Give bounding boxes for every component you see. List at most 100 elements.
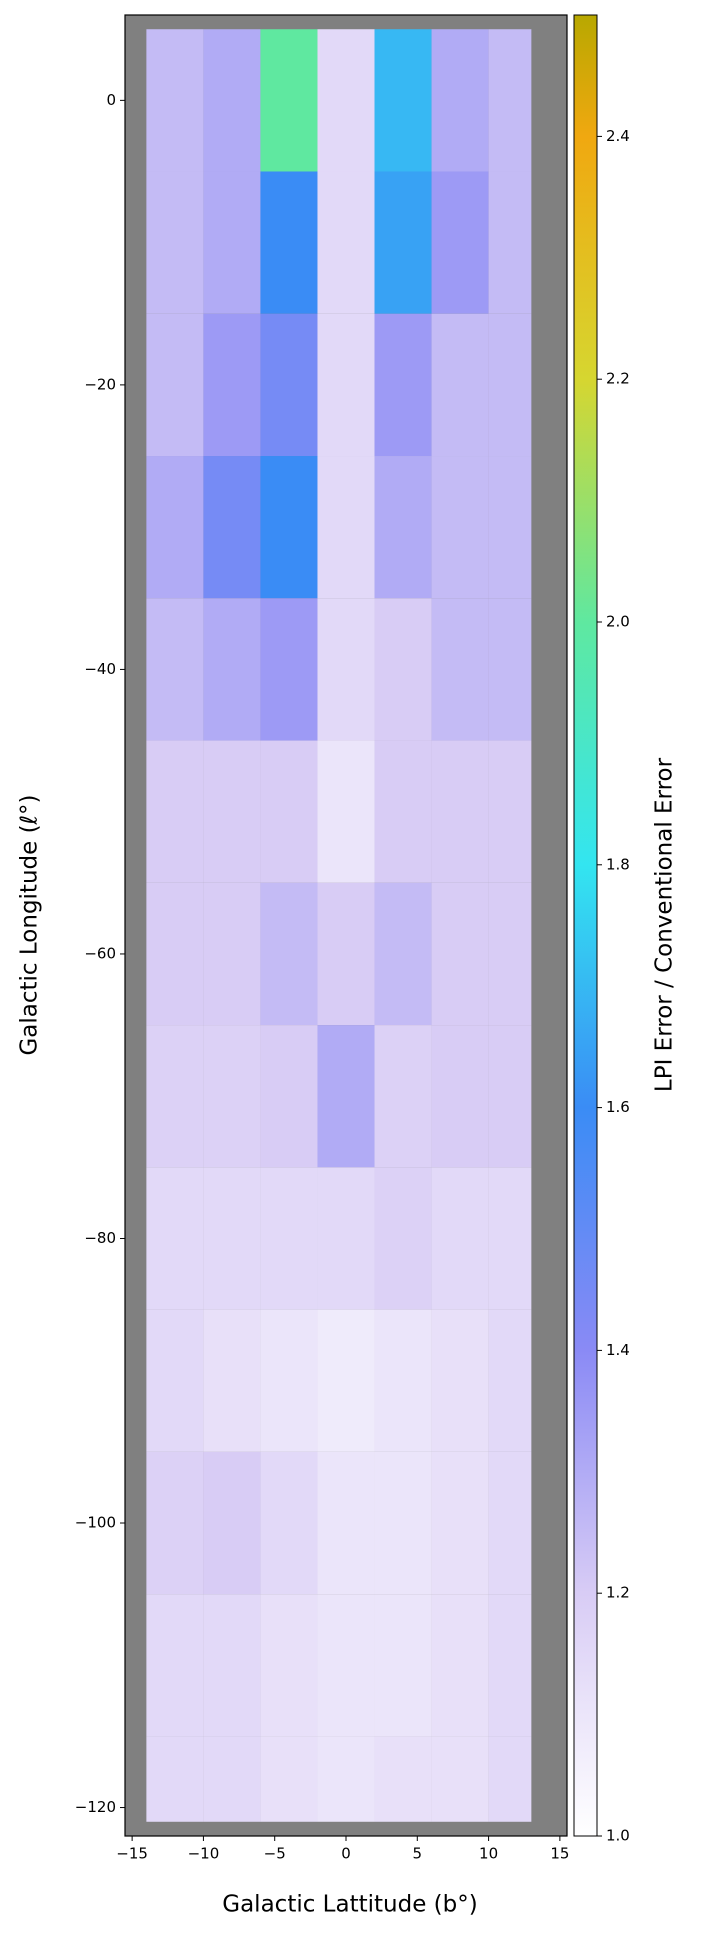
- heat-cell: [374, 1025, 432, 1168]
- heat-cell: [317, 1167, 375, 1310]
- heat-cell: [317, 740, 375, 883]
- heat-cell: [431, 29, 489, 172]
- heat-cell: [431, 1451, 489, 1595]
- heat-cell: [431, 1594, 489, 1737]
- heat-cell: [146, 313, 204, 457]
- heat-cell: [260, 313, 318, 457]
- heat-cell: [488, 1025, 532, 1168]
- colorbar: [573, 14, 598, 1837]
- heat-cell: [431, 1309, 489, 1452]
- heat-cell: [374, 29, 432, 172]
- heat-cell: [431, 598, 489, 741]
- heat-cell: [146, 1594, 204, 1737]
- heat-cell: [488, 1451, 532, 1595]
- heat-cell: [260, 456, 318, 599]
- heat-cell: [431, 1736, 489, 1822]
- y-axis-label: Galactic Longitude (ℓ°): [17, 794, 43, 1055]
- y-tick-label: −100: [75, 1514, 116, 1532]
- heat-cell: [203, 313, 261, 457]
- heat-cell: [146, 1167, 204, 1310]
- heat-cell: [431, 1025, 489, 1168]
- heat-cell: [317, 1594, 375, 1737]
- heat-cell: [374, 1451, 432, 1595]
- heat-cell: [260, 1167, 318, 1310]
- heat-cell: [488, 171, 532, 314]
- colorbar-tick-label: 1.0: [606, 1827, 630, 1845]
- heat-cell: [431, 171, 489, 314]
- heat-cell: [488, 598, 532, 741]
- heat-cell: [203, 29, 261, 172]
- heat-cell: [203, 1309, 261, 1452]
- heat-cell: [203, 1025, 261, 1168]
- heat-cell: [203, 882, 261, 1026]
- heat-cell: [431, 740, 489, 883]
- colorbar-tick-label: 2.0: [606, 613, 630, 631]
- heat-cell: [146, 740, 204, 883]
- heat-cell: [203, 740, 261, 883]
- heat-cell: [374, 171, 432, 314]
- heat-cell: [260, 740, 318, 883]
- y-tick-label: −40: [84, 660, 116, 678]
- x-tick-label: 10: [479, 1845, 498, 1863]
- heat-cell: [317, 29, 375, 172]
- heat-cell: [488, 1309, 532, 1452]
- heat-cell: [317, 882, 375, 1026]
- y-tick-label: −60: [84, 944, 116, 962]
- heat-cell: [431, 456, 489, 599]
- heat-cell: [146, 1451, 204, 1595]
- colorbar-tick-label: 1.4: [606, 1341, 630, 1359]
- x-tick-label: −5: [264, 1845, 286, 1863]
- heat-cell: [260, 1736, 318, 1822]
- x-tick-label: 0: [341, 1845, 351, 1863]
- x-tick-label: −10: [188, 1845, 220, 1863]
- heat-cell: [146, 171, 204, 314]
- heat-cell: [374, 456, 432, 599]
- heat-cell: [488, 882, 532, 1026]
- heat-cell: [260, 1309, 318, 1452]
- heat-cell: [203, 1167, 261, 1310]
- colorbar-tick-label: 2.2: [606, 370, 630, 388]
- heat-cell: [203, 1736, 261, 1822]
- heat-cell: [488, 1736, 532, 1822]
- heat-cell: [488, 1594, 532, 1737]
- heat-cell: [203, 598, 261, 741]
- heat-cell: [488, 740, 532, 883]
- heat-cell: [488, 29, 532, 172]
- heat-cell: [146, 598, 204, 741]
- heat-cell: [260, 29, 318, 172]
- heat-cell: [146, 1025, 204, 1168]
- heat-cell: [374, 882, 432, 1026]
- colorbar-tick-label: 1.8: [606, 855, 630, 873]
- heat-cell: [488, 1167, 532, 1310]
- y-tick-label: −120: [75, 1798, 116, 1816]
- x-tick-label: −15: [116, 1845, 148, 1863]
- y-tick-label: −20: [84, 375, 116, 393]
- heat-cell: [317, 1736, 375, 1822]
- heat-cell: [146, 882, 204, 1026]
- heat-cell: [431, 1167, 489, 1310]
- x-tick-label: 5: [413, 1845, 423, 1863]
- x-axis-label: Galactic Lattitude (b°): [222, 1892, 477, 1918]
- heat-cell: [146, 456, 204, 599]
- heat-cell: [488, 456, 532, 599]
- heat-cell: [203, 1451, 261, 1595]
- heat-cell: [260, 1594, 318, 1737]
- heat-cell: [374, 313, 432, 457]
- heat-cell: [374, 598, 432, 741]
- y-tick-label: 0: [106, 91, 116, 109]
- heat-cell: [146, 1309, 204, 1452]
- heat-cell: [260, 882, 318, 1026]
- y-tick-label: −80: [84, 1229, 116, 1247]
- heat-cell: [146, 29, 204, 172]
- heat-cell: [203, 456, 261, 599]
- heat-cell: [146, 1736, 204, 1822]
- heat-cell: [374, 1736, 432, 1822]
- heat-cell: [431, 313, 489, 457]
- colorbar-tick-label: 1.2: [606, 1584, 630, 1602]
- heat-cell: [374, 740, 432, 883]
- heat-cell: [374, 1167, 432, 1310]
- heat-cell: [317, 456, 375, 599]
- colorbar-label: LPI Error / Conventional Error: [652, 757, 678, 1092]
- heat-cell: [374, 1309, 432, 1452]
- colorbar-tick-label: 2.4: [606, 127, 630, 145]
